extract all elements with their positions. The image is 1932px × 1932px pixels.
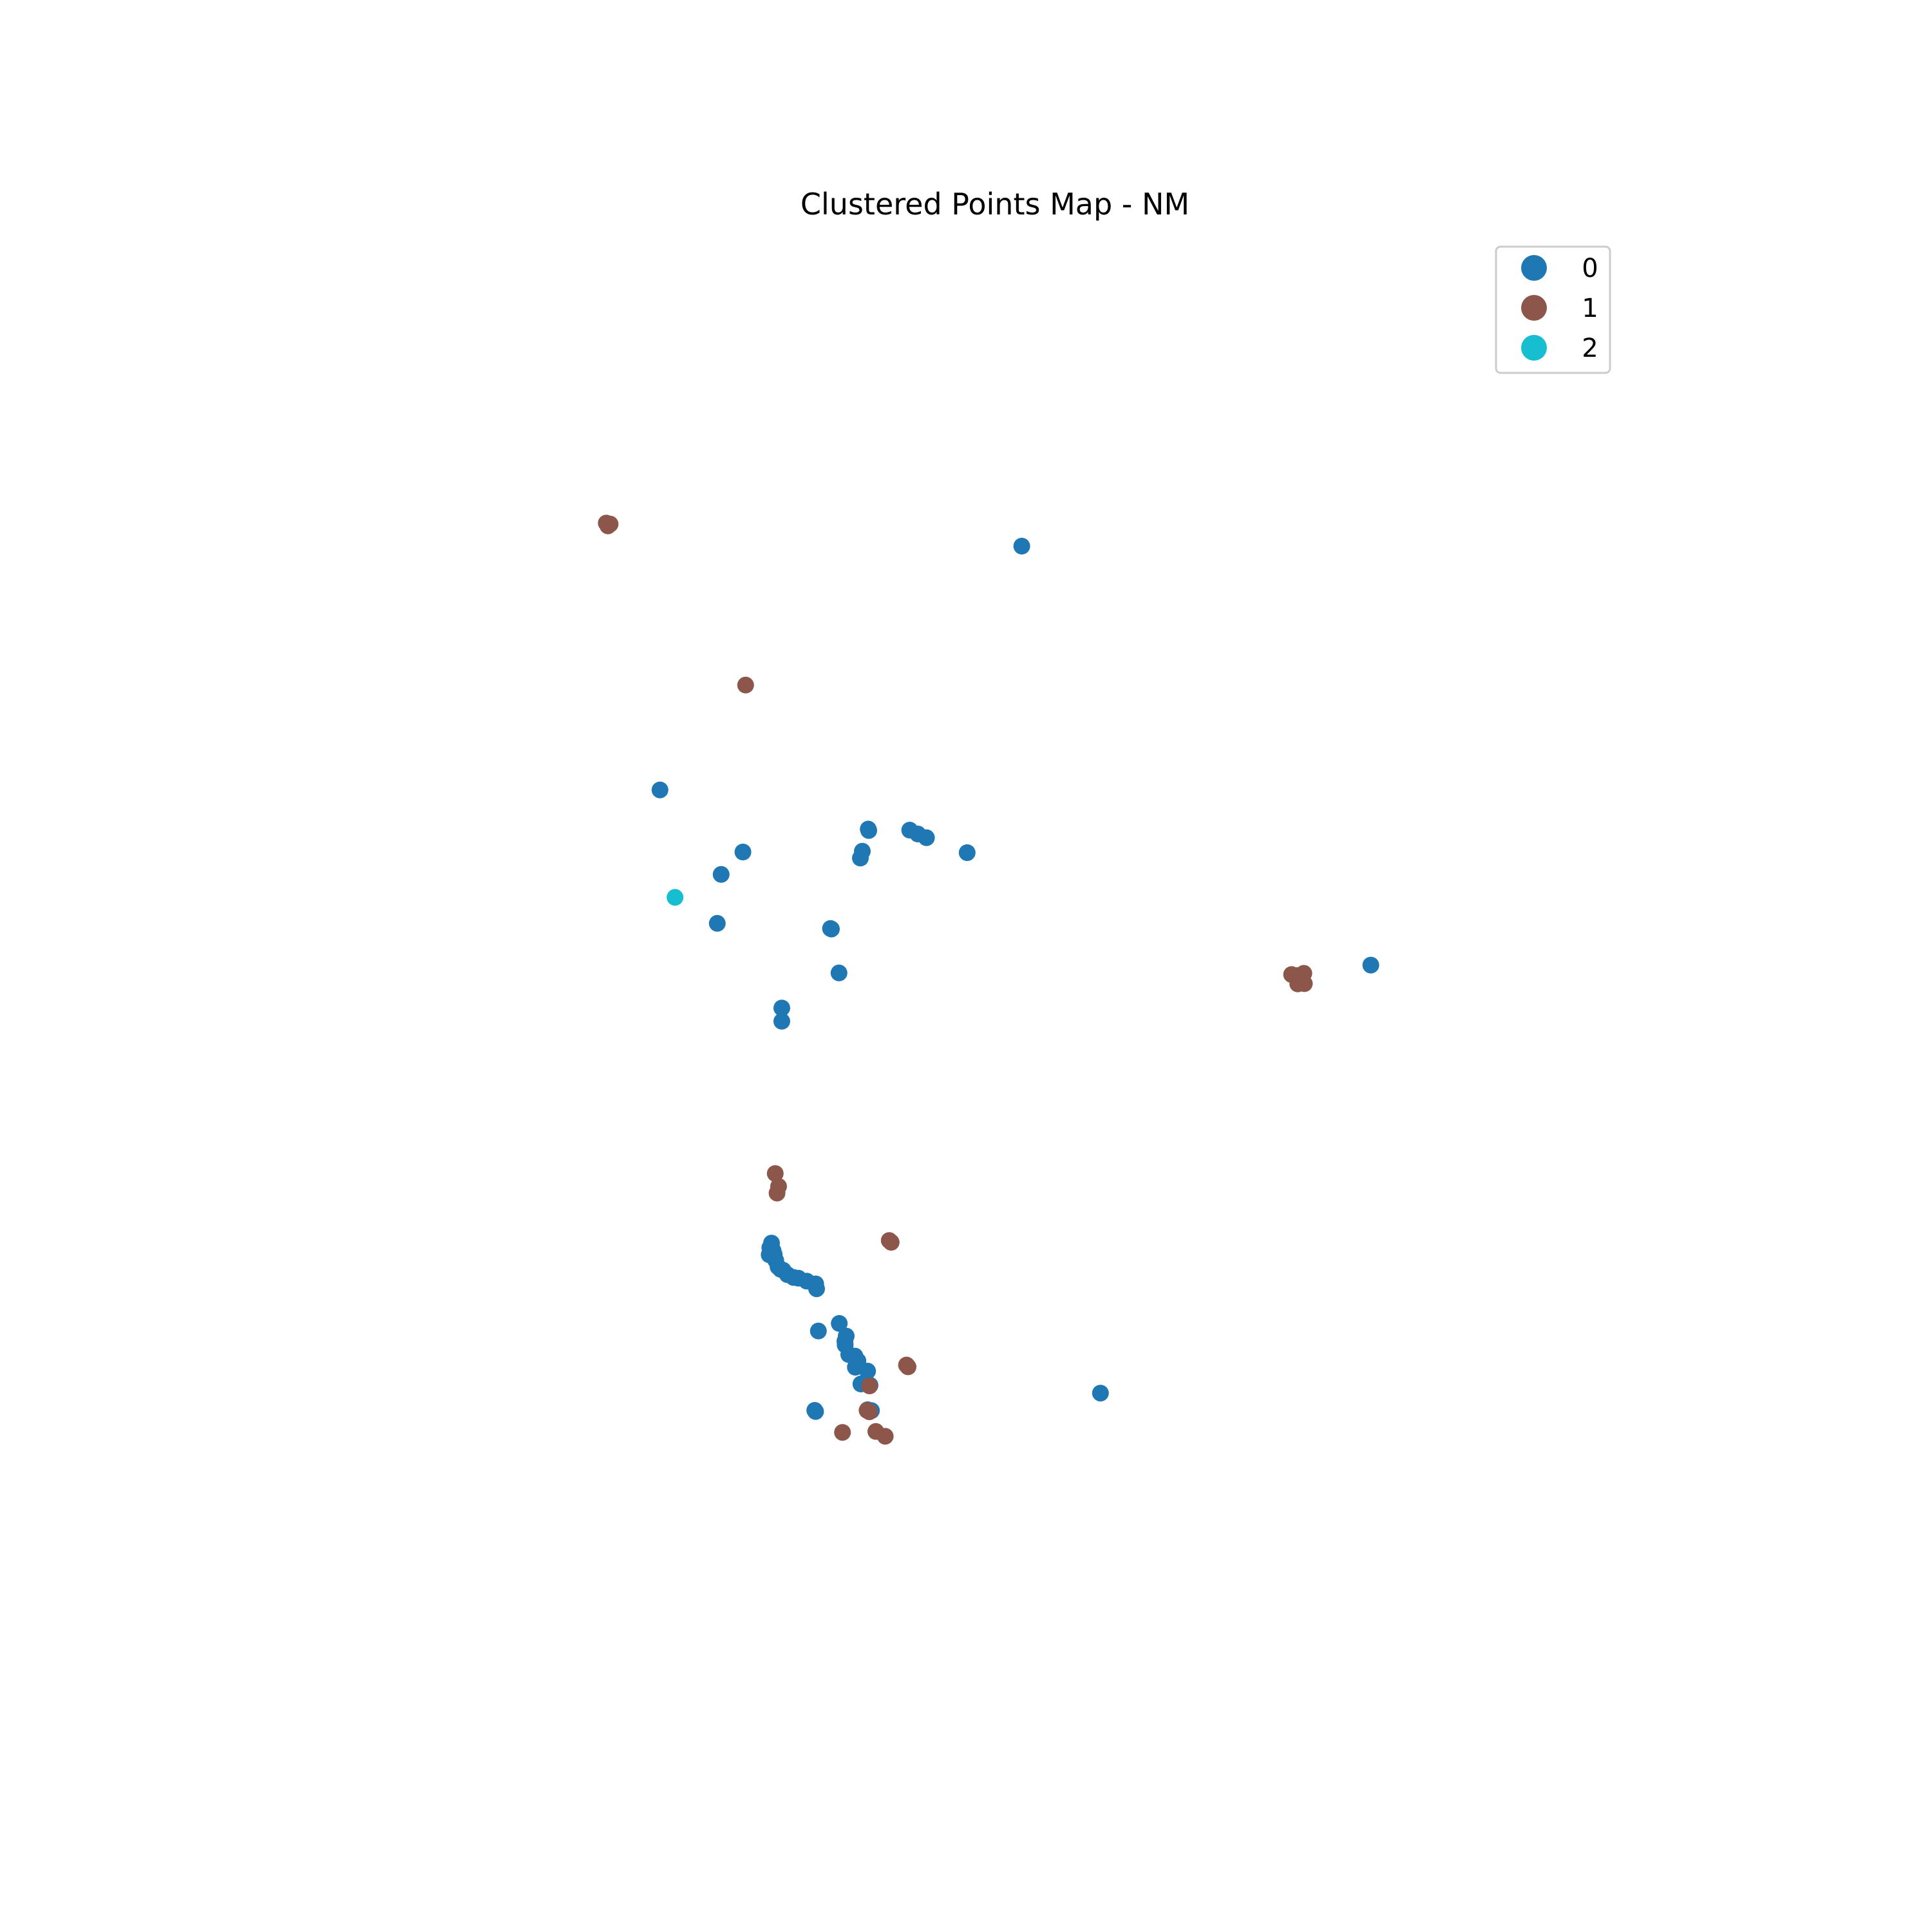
data-point bbox=[768, 1184, 786, 1202]
legend-label: 2 bbox=[1582, 334, 1598, 363]
data-point bbox=[601, 515, 619, 533]
data-point bbox=[918, 829, 935, 846]
data-point bbox=[734, 844, 752, 860]
data-point bbox=[766, 1165, 784, 1182]
data-point bbox=[810, 1322, 827, 1340]
data-point bbox=[882, 1234, 900, 1251]
series-1 bbox=[598, 515, 1313, 1445]
data-point bbox=[667, 889, 684, 906]
data-point bbox=[712, 866, 730, 883]
data-point bbox=[807, 1403, 824, 1420]
data-point bbox=[651, 781, 668, 799]
data-point bbox=[737, 676, 754, 694]
legend-marker bbox=[1521, 295, 1547, 321]
legend-label: 1 bbox=[1582, 294, 1598, 323]
data-point bbox=[1092, 1385, 1109, 1402]
data-point bbox=[834, 1424, 851, 1441]
series-0 bbox=[651, 538, 1379, 1420]
data-point bbox=[958, 844, 976, 861]
data-point bbox=[1013, 538, 1030, 554]
legend-marker bbox=[1521, 335, 1547, 361]
data-point bbox=[808, 1280, 825, 1298]
data-point bbox=[830, 964, 848, 981]
data-point bbox=[831, 1315, 848, 1332]
chart-title: Clustered Points Map - NM bbox=[800, 187, 1189, 222]
legend: 0 1 2 bbox=[1495, 245, 1611, 374]
data-point bbox=[708, 914, 726, 932]
data-point bbox=[852, 849, 869, 867]
data-point bbox=[822, 920, 839, 937]
plot-area bbox=[598, 515, 1379, 1445]
data-point bbox=[860, 822, 877, 839]
legend-label: 0 bbox=[1582, 254, 1598, 283]
data-point bbox=[876, 1428, 894, 1445]
data-point bbox=[1362, 956, 1379, 974]
data-point bbox=[900, 1358, 916, 1376]
data-point bbox=[773, 1012, 790, 1030]
data-point bbox=[859, 1363, 876, 1379]
data-point bbox=[773, 999, 790, 1017]
data-point bbox=[1291, 972, 1309, 989]
data-point bbox=[861, 1378, 878, 1394]
data-point bbox=[861, 1403, 878, 1421]
series-2 bbox=[667, 889, 684, 906]
legend-entries: 0 1 2 bbox=[1521, 254, 1598, 363]
legend-marker bbox=[1521, 255, 1547, 281]
